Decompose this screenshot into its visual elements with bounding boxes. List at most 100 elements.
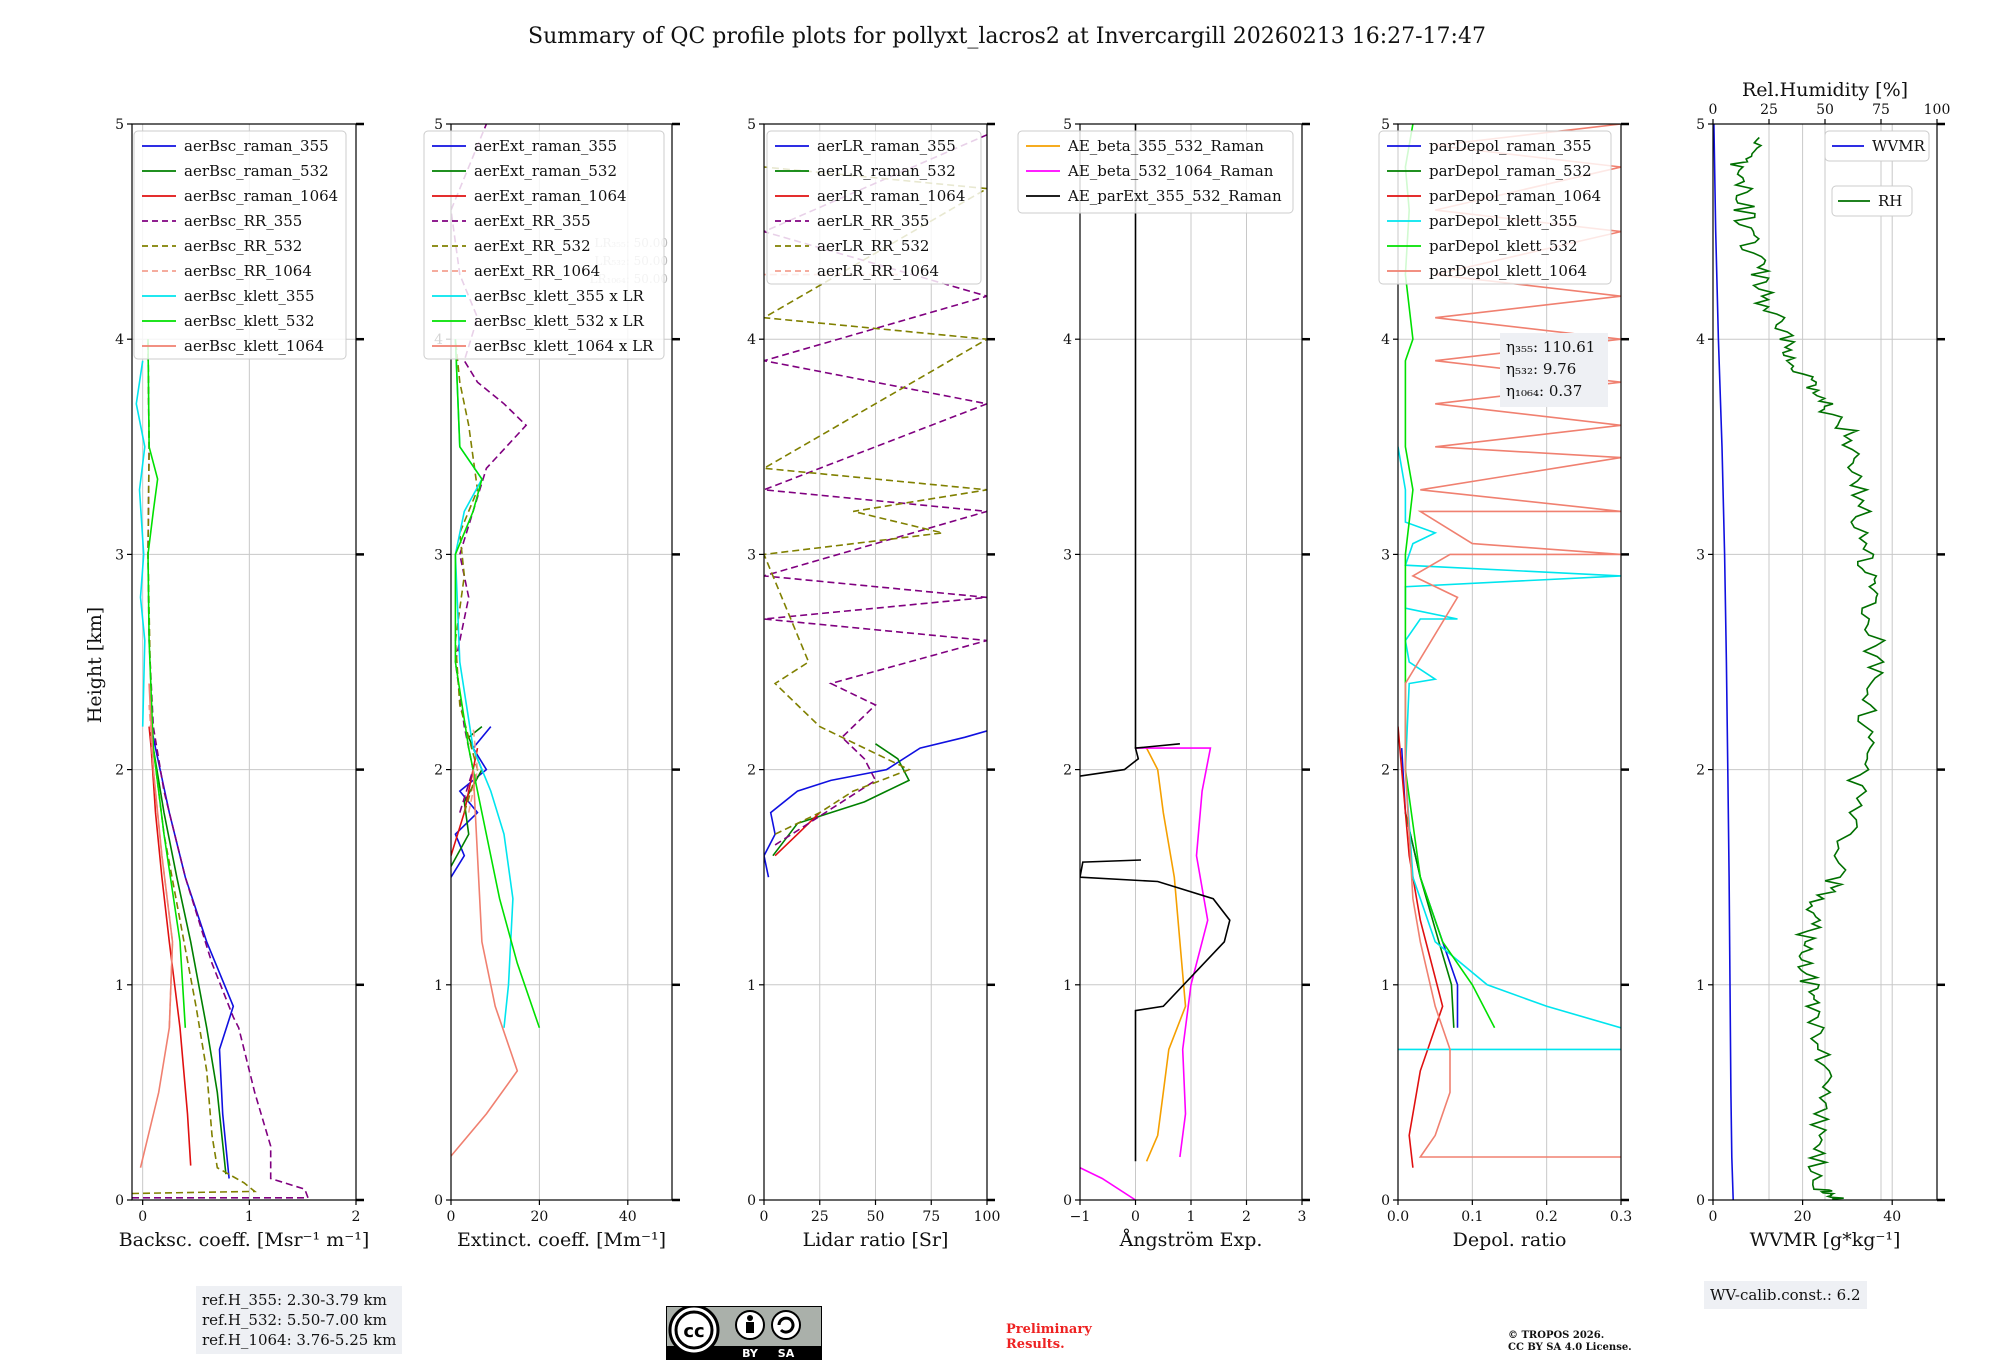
y-tick-label: 3 xyxy=(747,547,756,563)
series-line-aerBsc_klett_1064 xyxy=(139,683,174,1168)
series-line-AE_beta_532_1064_Raman xyxy=(1135,747,1212,1158)
copyright-note: © TROPOS 2026. CC BY SA 4.0 License. xyxy=(1508,1330,1632,1354)
y-tick-label: 3 xyxy=(434,547,443,563)
y-tick-label: 0 xyxy=(1381,1193,1390,1209)
series-line-aerLR_raman_532 xyxy=(772,743,911,857)
legend-label: parDepol_raman_1064 xyxy=(1429,187,1601,205)
y-tick-label: 0 xyxy=(434,1193,443,1209)
legend-box-rh xyxy=(1831,185,1913,217)
legend-box xyxy=(1378,130,1612,285)
y-tick-label: 2 xyxy=(1063,763,1072,779)
x-tick-label: 75 xyxy=(922,1209,940,1225)
series-line-aerLR_raman_355 xyxy=(764,730,987,878)
top-x-tick-label: 50 xyxy=(1816,102,1834,118)
x-tick-label: 100 xyxy=(974,1209,1001,1225)
legend-label: AE_beta_355_532_Raman xyxy=(1067,137,1264,155)
legend-box-wvmr xyxy=(1824,130,1930,162)
reference-heights-box: ref.H_355: 2.30-3.79 km ref.H_532: 5.50-… xyxy=(196,1286,403,1354)
x-tick-label: 40 xyxy=(1883,1209,1901,1225)
legend-label: aerExt_RR_532 xyxy=(474,237,591,255)
legend-label: aerBsc_raman_355 xyxy=(184,137,329,155)
by-label: BY xyxy=(742,1347,759,1360)
x-axis-label: Backsc. coeff. [Msr⁻¹ m⁻¹] xyxy=(119,1229,370,1251)
legend-label: parDepol_klett_355 xyxy=(1429,212,1578,230)
series-line-WVMR xyxy=(1713,124,1734,1200)
x-tick-label: 0 xyxy=(760,1209,769,1225)
legend-label: aerBsc_klett_355 xyxy=(184,287,315,305)
series-line-aerBsc_klett_1064 x LR xyxy=(451,769,519,1158)
legend-label: aerBsc_raman_1064 xyxy=(184,187,338,205)
legend-label: AE_parExt_355_532_Raman xyxy=(1067,187,1282,205)
legend-label: aerLR_RR_532 xyxy=(817,237,929,255)
cc-by-sa-badge: cc BY SA xyxy=(665,1304,823,1361)
figure-title: Summary of QC profile plots for pollyxt_… xyxy=(528,24,1486,49)
x-tick-label: 0 xyxy=(138,1209,147,1225)
x-axis-label: Lidar ratio [Sr] xyxy=(803,1229,949,1251)
eta-label: η₁₀₆₄: 0.37 xyxy=(1506,382,1582,400)
series-group xyxy=(451,124,541,1158)
y-tick-label: 0 xyxy=(747,1193,756,1209)
y-tick-label: 5 xyxy=(1381,117,1390,133)
x-tick-label: 0 xyxy=(1131,1209,1140,1225)
series-line-AE_parExt_355_532_Raman xyxy=(1080,124,1180,777)
x-tick-label: 3 xyxy=(1298,1209,1307,1225)
panel-depol: 0 1 2 3 4 5 0.0 0.1 0.2 0.3 Depol. ratio parDepol_r… xyxy=(1378,117,1632,1251)
top-x-axis-label: Rel.Humidity [%] xyxy=(1742,79,1908,101)
legend-label: aerExt_RR_1064 xyxy=(474,262,600,280)
y-tick-label: 5 xyxy=(115,117,124,133)
legend-box xyxy=(423,130,665,360)
x-tick-label: 1 xyxy=(245,1209,254,1225)
series-group xyxy=(132,339,310,1199)
series-line-aerBsc_klett_532 x LR xyxy=(454,339,541,1029)
y-tick-label: 5 xyxy=(1063,117,1072,133)
legend-label: aerExt_raman_1064 xyxy=(474,187,627,205)
legend-label: aerLR_raman_532 xyxy=(817,162,956,180)
y-tick-label: 1 xyxy=(747,978,756,994)
y-tick-label: 2 xyxy=(1696,763,1705,779)
ref-height-355: ref.H_355: 2.30-3.79 km xyxy=(202,1291,387,1309)
y-tick-label: 4 xyxy=(115,332,124,348)
series-line-parDepol_klett_355 xyxy=(1398,446,1621,1029)
y-tick-label: 4 xyxy=(1696,332,1705,348)
x-tick-label: 40 xyxy=(619,1209,637,1225)
panel-backscatter: 0 1 2 3 4 5 0 1 2 Backsc. coeff. [Msr⁻¹ m⁻¹] aerBs… xyxy=(115,117,369,1251)
eta-box xyxy=(1500,333,1608,407)
x-tick-label: 20 xyxy=(530,1209,548,1225)
legend-label: aerBsc_raman_532 xyxy=(184,162,329,180)
series-line-AE_parExt_355_532_Raman xyxy=(1080,859,1231,1162)
y-tick-label: 4 xyxy=(1063,332,1072,348)
series-line-AE_beta_532_1064_Raman xyxy=(1080,1166,1136,1200)
x-axis-label: WVMR [g*kg⁻¹] xyxy=(1750,1229,1901,1251)
legend-label: aerBsc_klett_1064 x LR xyxy=(474,337,654,355)
ref-height-532: ref.H_532: 5.50-7.00 km xyxy=(202,1311,387,1329)
series-line-aerExt_RR_532 xyxy=(454,339,479,813)
series-line-AE_beta_355_532_Raman xyxy=(1145,747,1187,1162)
legend-label: parDepol_raman_355 xyxy=(1429,137,1592,155)
y-tick-label: 3 xyxy=(1381,547,1390,563)
legend-label: aerBsc_klett_355 x LR xyxy=(474,287,645,305)
series-line-aerBsc_klett_355 xyxy=(135,360,146,727)
axes-frame xyxy=(131,123,357,1201)
legend-label-rh: RH xyxy=(1878,192,1902,210)
x-tick-label: 0.0 xyxy=(1387,1209,1409,1225)
wv-calibration-box: WV-calib.const.: 6.2 xyxy=(1704,1281,1867,1309)
y-tick-label: 3 xyxy=(115,547,124,563)
legend-box xyxy=(766,130,982,285)
eta-label: η₃₅₅: 110.61 xyxy=(1506,338,1595,356)
y-tick-label: 4 xyxy=(1381,332,1390,348)
y-tick-label: 2 xyxy=(1381,763,1390,779)
series-line-parDepol_raman_1064 xyxy=(1398,726,1444,1168)
legend-label: aerBsc_RR_1064 xyxy=(184,262,312,280)
y-tick-label: 4 xyxy=(747,332,756,348)
series-group xyxy=(1713,124,1887,1200)
x-tick-label: 0 xyxy=(1709,1209,1718,1225)
y-tick-label: 0 xyxy=(115,1193,124,1209)
cc-logo-text: cc xyxy=(683,1321,704,1342)
series-line-aerExt_RR_1064 xyxy=(467,726,479,813)
legend-label-wvmr: WVMR xyxy=(1872,137,1926,155)
y-tick-label: 3 xyxy=(1696,547,1705,563)
x-axis-label: Extinct. coeff. [Mm⁻¹] xyxy=(457,1229,666,1251)
